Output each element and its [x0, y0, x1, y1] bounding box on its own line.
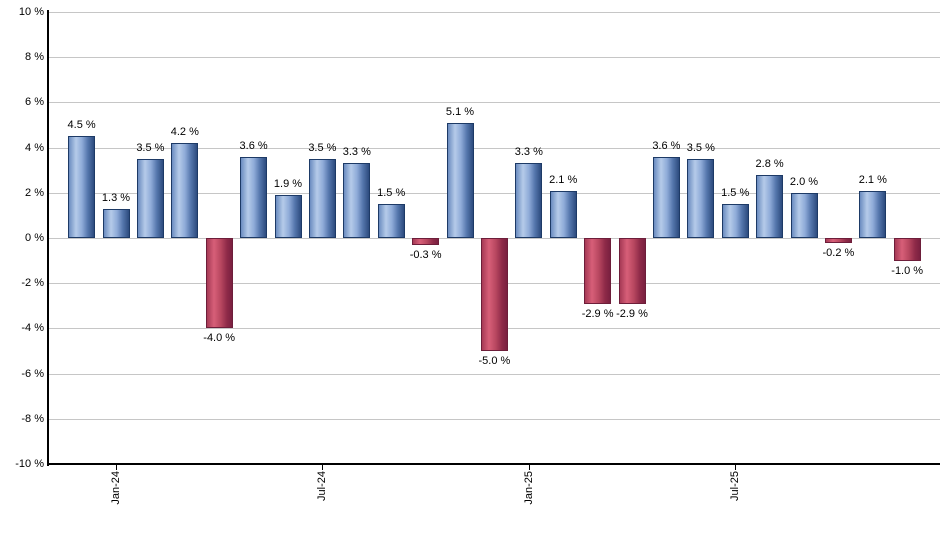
bar-value-label: -0.3 % [409, 248, 442, 261]
bar-value-label: -1.0 % [891, 264, 924, 277]
bar [308, 158, 336, 238]
x-tick-label: Jan-25 [523, 471, 557, 505]
bar-value-label: 2.1 % [858, 173, 887, 186]
bar-value-label: 3.5 % [308, 141, 337, 154]
bar [893, 238, 921, 261]
bar [377, 204, 405, 238]
y-tick-label: -6 % [21, 367, 44, 380]
bar [240, 156, 268, 238]
y-tick-label: 8 % [25, 51, 44, 64]
y-tick-label: -8 % [21, 412, 44, 425]
bar-value-label: 1.5 % [377, 187, 406, 200]
bar [102, 208, 130, 238]
bar-value-label: 2.8 % [755, 157, 784, 170]
bar-value-label: 3.5 % [686, 141, 715, 154]
bar [652, 156, 680, 238]
y-tick-label: 2 % [25, 186, 44, 199]
x-tick-mark [116, 464, 117, 470]
gridline [48, 192, 940, 194]
bar-value-label: 1.5 % [721, 187, 750, 200]
bar-value-label: 4.5 % [67, 119, 96, 132]
bar-value-label: 3.6 % [239, 139, 268, 152]
bar [618, 238, 646, 304]
y-tick-label: -2 % [21, 277, 44, 290]
bar-value-label: -0.2 % [822, 246, 855, 259]
bar [859, 190, 887, 238]
bar [446, 122, 474, 238]
gridline [48, 373, 940, 375]
bar-value-label: 1.3 % [101, 191, 131, 204]
gridline [48, 102, 940, 104]
y-tick-label: 6 % [25, 96, 44, 109]
bar [756, 174, 784, 238]
bar-value-label: 2.0 % [789, 175, 819, 188]
bar [721, 204, 749, 238]
bar [205, 238, 233, 329]
bar [171, 143, 199, 238]
bar [824, 238, 852, 243]
bar-value-label: 3.3 % [342, 146, 371, 159]
bar-value-label: -2.9 % [581, 307, 614, 320]
y-axis-line [47, 10, 49, 466]
y-tick-label: -10 % [15, 458, 44, 470]
x-tick-label-text: Jan-24 [110, 471, 122, 505]
bar-value-label: 3.3 % [514, 146, 543, 159]
bar [790, 192, 818, 238]
x-tick-mark [322, 464, 324, 470]
x-tick-label-text: Jul-24 [316, 471, 329, 501]
bar-value-label: -2.9 % [616, 307, 648, 320]
bar [549, 190, 577, 238]
x-tick-mark [528, 464, 530, 470]
y-tick-label: -4 % [21, 322, 44, 335]
gridline [48, 147, 940, 149]
bar [68, 136, 96, 238]
bar-value-label: -4.0 % [203, 332, 236, 345]
gridline [48, 12, 940, 13]
x-tick-mark [735, 464, 737, 470]
bar [274, 195, 302, 238]
bar-value-label: 4.2 % [170, 126, 199, 139]
y-tick-label: 10 % [18, 6, 44, 18]
bar [480, 238, 508, 351]
bar-value-label: 2.1 % [549, 173, 578, 186]
bar [412, 238, 440, 245]
bar-value-label: -5.0 % [478, 355, 511, 367]
x-tick-label: Jul-24 [316, 471, 346, 501]
gridline [48, 418, 940, 420]
bar [136, 158, 164, 238]
x-tick-label-text: Jul-25 [729, 471, 742, 501]
bar [584, 238, 612, 304]
bar-value-label: 3.6 % [652, 139, 681, 152]
y-tick-label: 4 % [25, 141, 44, 154]
bar [515, 163, 543, 238]
x-axis-line [47, 463, 940, 465]
bar [343, 163, 371, 238]
bar-value-label: 1.9 % [273, 178, 303, 191]
x-tick-label-text: Jan-25 [522, 471, 535, 505]
x-tick-label: Jul-25 [729, 471, 759, 501]
bar [687, 158, 715, 238]
bar-value-label: 3.5 % [136, 141, 165, 154]
gridline [48, 57, 940, 59]
y-tick-label: 0 % [25, 232, 44, 244]
bar-value-label: 5.1 % [445, 105, 475, 118]
x-tick-label: Jan-24 [110, 471, 144, 505]
